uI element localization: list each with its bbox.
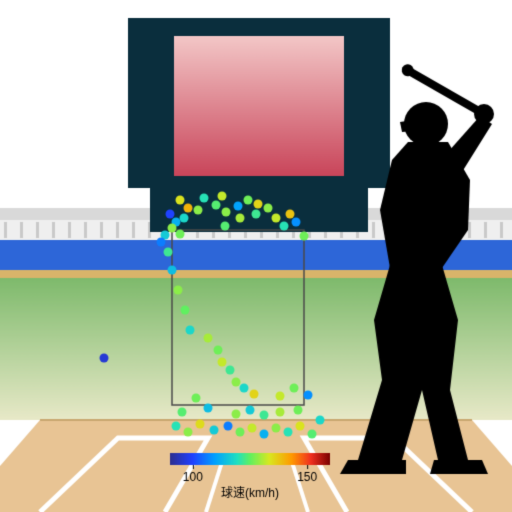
pitch-chart: [0, 0, 512, 512]
